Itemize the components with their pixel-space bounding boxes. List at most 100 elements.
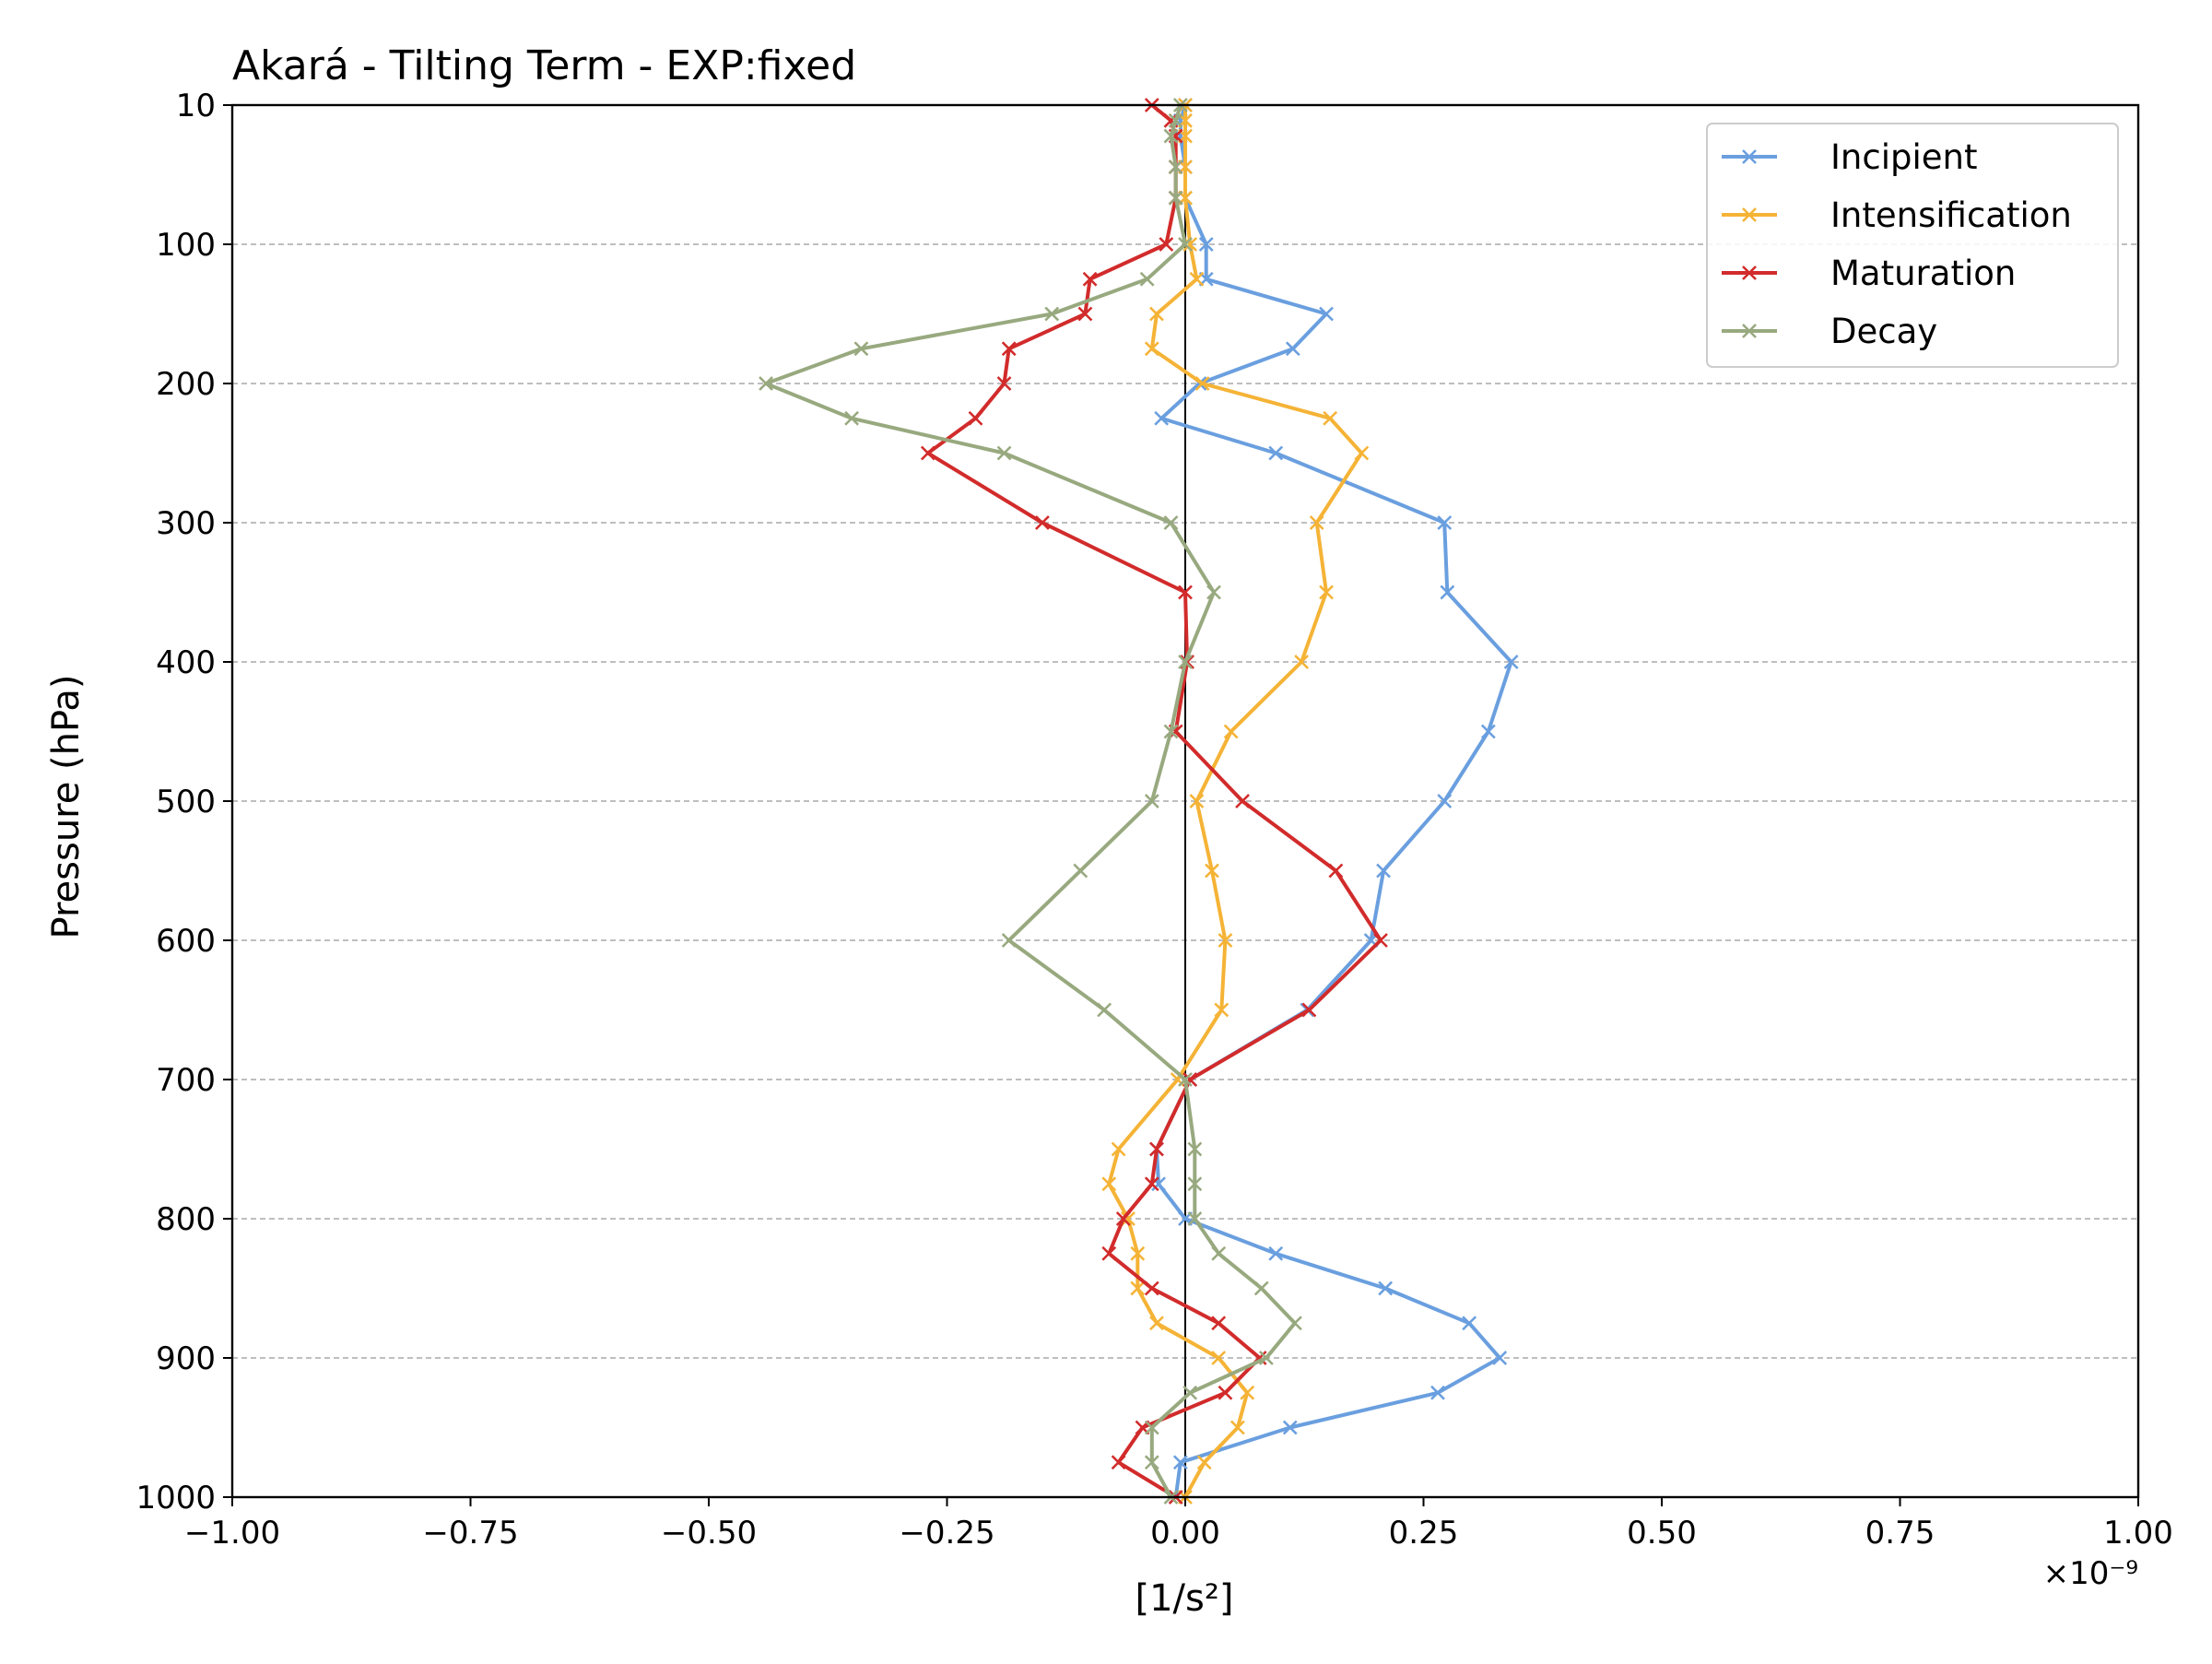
y-tick-label: 300 xyxy=(156,505,216,542)
data-point-marker xyxy=(1206,584,1221,600)
data-point-marker xyxy=(1130,1245,1146,1261)
data-point-marker xyxy=(1178,237,1193,252)
series-group xyxy=(759,98,1519,1505)
data-point-marker xyxy=(844,410,860,426)
data-point-marker xyxy=(1178,584,1193,600)
x-tick-label: 0.25 xyxy=(1389,1515,1459,1552)
data-point-marker xyxy=(1168,112,1183,128)
x-tick-label: 0.00 xyxy=(1150,1515,1220,1552)
data-point-marker xyxy=(1437,515,1453,530)
data-point-marker xyxy=(1480,724,1496,739)
data-point-marker xyxy=(1001,933,1017,948)
data-point-marker xyxy=(1139,271,1155,287)
x-tick-label: −1.00 xyxy=(184,1515,280,1552)
x-tick-label: −0.50 xyxy=(661,1515,757,1552)
data-point-marker xyxy=(1172,1455,1188,1470)
data-point-marker xyxy=(1205,863,1219,879)
legend-entry-incipient: Incipient xyxy=(1722,137,1977,177)
y-tick-label: 800 xyxy=(156,1201,216,1238)
legend-label: Incipient xyxy=(1830,137,1977,177)
data-point-marker xyxy=(1440,584,1455,600)
data-point-marker xyxy=(1211,1351,1227,1365)
legend-marker xyxy=(1742,207,1757,222)
data-point-marker xyxy=(1178,655,1193,669)
data-point-marker xyxy=(1354,445,1370,461)
data-point-marker xyxy=(1168,159,1183,175)
y-tick-label: 1000 xyxy=(135,1480,216,1516)
y-tick-label: 600 xyxy=(156,923,216,960)
x-tick-label: 0.75 xyxy=(1865,1515,1936,1552)
y-tick-label: 400 xyxy=(156,644,216,681)
data-point-marker xyxy=(1187,1211,1203,1226)
series-line xyxy=(925,103,1382,1499)
data-point-marker xyxy=(1198,237,1214,252)
data-point-marker xyxy=(759,376,773,391)
data-point-marker xyxy=(1211,1316,1227,1331)
chart-title: Akará - Tilting Term - EXP:fixed xyxy=(232,42,856,89)
legend-entry-intensification: Intensification xyxy=(1722,195,2072,235)
data-point-marker xyxy=(996,445,1012,461)
data-point-marker xyxy=(1073,863,1088,879)
data-point-marker xyxy=(1294,655,1310,669)
data-point-marker xyxy=(1159,237,1174,252)
data-point-marker xyxy=(1187,1141,1203,1157)
data-point-marker xyxy=(1144,1420,1159,1435)
data-point-marker xyxy=(1268,445,1284,461)
data-point-marker xyxy=(1235,794,1250,808)
data-point-marker xyxy=(1268,1245,1284,1261)
data-point-marker xyxy=(1462,1316,1477,1331)
x-tick-label: 0.50 xyxy=(1627,1515,1697,1552)
legend-marker xyxy=(1742,149,1757,164)
data-point-marker xyxy=(1077,306,1093,322)
data-point-marker xyxy=(1082,271,1098,287)
data-point-marker xyxy=(1163,724,1179,739)
data-point-marker xyxy=(1319,306,1334,322)
legend-label: Decay xyxy=(1830,312,1937,351)
y-tick-label: 100 xyxy=(156,227,216,264)
data-point-marker xyxy=(1376,863,1391,879)
data-point-marker xyxy=(1178,1072,1193,1087)
x-axis-label: [1/s²] xyxy=(1135,1577,1233,1620)
data-point-marker xyxy=(1285,341,1300,357)
data-point-marker xyxy=(1163,128,1179,144)
data-point-marker xyxy=(1223,724,1239,739)
data-point-marker xyxy=(1044,306,1060,322)
data-point-marker xyxy=(1154,410,1170,426)
x-axis-ticks: −1.00 −0.75 −0.50 −0.25 0.00 0.25 0.50 0.75 1.00 xyxy=(184,1497,2173,1552)
data-point-marker xyxy=(1194,376,1210,391)
data-point-marker xyxy=(1149,1316,1164,1331)
data-point-marker xyxy=(853,341,869,357)
y-tick-label: 200 xyxy=(156,366,216,403)
data-point-marker xyxy=(1373,933,1388,948)
legend-entry-maturation: Maturation xyxy=(1722,254,2016,293)
data-point-marker xyxy=(1218,933,1233,948)
data-point-marker xyxy=(1309,515,1324,530)
data-point-marker xyxy=(1149,1141,1164,1157)
data-point-marker xyxy=(1319,584,1334,600)
series-intensification xyxy=(1101,98,1370,1505)
data-point-marker xyxy=(1214,1002,1230,1018)
x-axis-offset-label: ×10⁻⁹ xyxy=(2043,1555,2138,1592)
data-point-marker xyxy=(1168,190,1183,206)
series-decay xyxy=(759,98,1302,1505)
y-tick-label: 900 xyxy=(156,1340,216,1377)
data-point-marker xyxy=(1111,1141,1126,1157)
data-point-marker xyxy=(1144,1280,1159,1296)
data-point-marker xyxy=(1111,1455,1126,1470)
data-point-marker xyxy=(1230,1420,1245,1435)
data-point-marker xyxy=(1328,863,1344,879)
data-point-marker xyxy=(1130,1280,1146,1296)
data-point-marker xyxy=(1282,1420,1298,1435)
data-point-marker xyxy=(1149,306,1164,322)
legend-marker xyxy=(1742,266,1757,280)
data-point-marker xyxy=(1101,1245,1117,1261)
y-axis-label: Pressure (hPa) xyxy=(45,675,88,939)
data-point-marker xyxy=(1211,1245,1227,1261)
y-tick-label: 500 xyxy=(156,784,216,820)
data-point-marker xyxy=(1258,1351,1274,1365)
data-point-marker xyxy=(1001,341,1017,357)
x-tick-label: −0.75 xyxy=(422,1515,518,1552)
legend-label: Maturation xyxy=(1830,254,2016,293)
